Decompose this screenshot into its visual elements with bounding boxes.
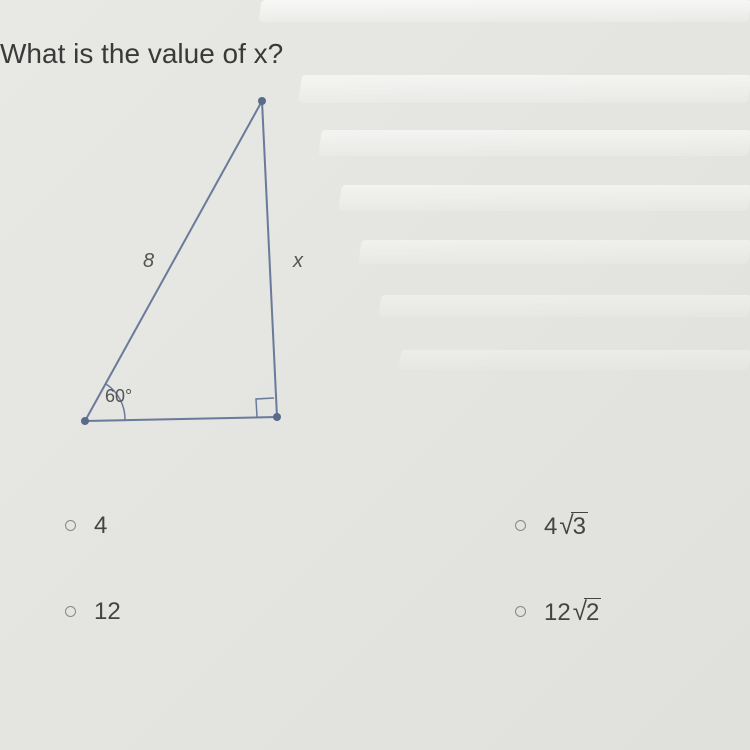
- option-a-text: 4: [94, 512, 107, 540]
- radio-icon: [515, 606, 526, 617]
- option-d-text: 12√2: [544, 596, 601, 627]
- question-text: What is the value of x?: [0, 38, 283, 70]
- option-d[interactable]: 12√2: [515, 596, 601, 627]
- option-b-radicand: 3: [571, 512, 588, 541]
- option-row-1: 4 4√3: [0, 510, 750, 541]
- vertical-side-label: x: [293, 250, 303, 273]
- radio-icon: [65, 520, 76, 531]
- hypotenuse-label: 8: [143, 250, 154, 273]
- option-row-2: 12 12√2: [0, 596, 750, 627]
- option-a[interactable]: 4: [65, 510, 465, 541]
- radio-icon: [65, 606, 76, 617]
- option-d-radicand: 2: [584, 598, 601, 627]
- option-c[interactable]: 12: [65, 596, 465, 627]
- answer-options: 4 4√3 12 12√2: [0, 510, 750, 682]
- option-b[interactable]: 4√3: [515, 510, 588, 541]
- radio-icon: [515, 520, 526, 531]
- triangle-diagram: 8 x 60°: [40, 85, 320, 445]
- option-c-text: 12: [94, 598, 121, 626]
- angle-label: 60°: [105, 386, 132, 407]
- triangle-svg: [40, 85, 320, 445]
- option-b-text: 4√3: [544, 510, 588, 541]
- option-d-coeff: 12: [544, 599, 571, 627]
- option-b-coeff: 4: [544, 513, 557, 541]
